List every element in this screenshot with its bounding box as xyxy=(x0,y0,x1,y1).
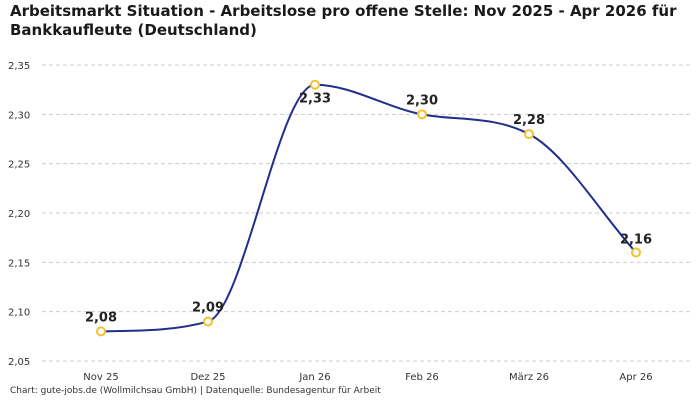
data-labels: 2,08 2,09 2,33 2,30 2,28 2,16 xyxy=(85,92,652,326)
y-tick-label: 2,25 xyxy=(8,160,30,171)
y-tick-label: 2,30 xyxy=(8,110,30,121)
data-point-marker xyxy=(524,129,534,140)
data-point-marker xyxy=(203,316,213,327)
y-tick-label: 2,20 xyxy=(8,209,30,220)
data-label: 2,08 xyxy=(85,310,117,325)
data-markers xyxy=(96,79,641,337)
source-note: Chart: gute-jobs.de (Wollmilchsau GmbH) … xyxy=(10,386,381,396)
data-label: 2,16 xyxy=(620,232,652,247)
data-label: 2,28 xyxy=(513,113,545,128)
chart-title: Arbeitsmarkt Situation - Arbeitslose pro… xyxy=(10,2,677,39)
y-tick-label: 2,05 xyxy=(8,357,30,368)
x-tick-label: Apr 26 xyxy=(619,372,652,383)
data-point-marker xyxy=(417,109,427,120)
data-point-marker xyxy=(310,79,320,90)
series-line xyxy=(100,83,637,333)
x-tick-label: Jan 26 xyxy=(298,372,330,383)
data-point-marker xyxy=(96,326,106,337)
x-tick-label: Feb 26 xyxy=(405,372,439,383)
data-label: 2,33 xyxy=(299,92,331,107)
x-tick-label: Nov 25 xyxy=(83,372,118,383)
x-axis: Nov 25 Dez 25 Jan 26 Feb 26 März 26 Apr 26 xyxy=(83,372,652,383)
data-point-marker xyxy=(631,247,641,258)
y-tick-label: 2,10 xyxy=(8,308,30,319)
data-label: 2,09 xyxy=(192,301,224,316)
grid-lines xyxy=(42,64,690,362)
y-tick-label: 2,35 xyxy=(8,61,30,72)
y-axis: 2,05 2,10 2,15 2,20 2,25 2,30 2,35 xyxy=(8,61,30,368)
y-tick-label: 2,15 xyxy=(8,258,30,269)
x-tick-label: Dez 25 xyxy=(190,372,225,383)
x-tick-label: März 26 xyxy=(509,372,549,383)
data-label: 2,30 xyxy=(406,93,438,108)
